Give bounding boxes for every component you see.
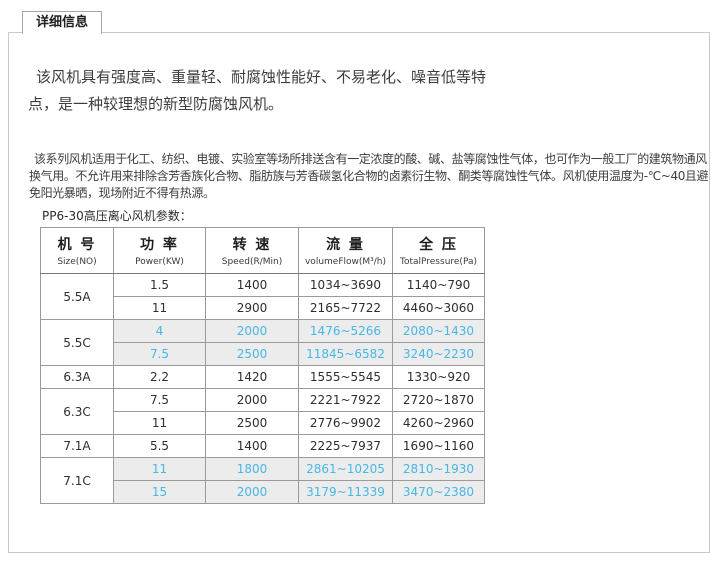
- data-cell: 1330~920: [392, 365, 485, 389]
- data-cell: 11: [113, 411, 206, 435]
- data-cell: 1.5: [113, 273, 206, 297]
- table-row: 11 2500 2776~9902 4260~2960: [41, 411, 485, 435]
- data-cell: 2000: [205, 319, 299, 343]
- data-cell: 1690~1160: [392, 434, 485, 458]
- data-cell: 2500: [205, 411, 299, 435]
- header-flow: 流 量 volumeFlow(M³/h): [298, 227, 393, 274]
- data-cell: 2900: [205, 296, 299, 320]
- data-cell: 1420: [205, 365, 299, 389]
- header-speed-en: Speed(R/Min): [221, 257, 283, 267]
- table-row: 5.5C 4 2000 1476~5266 2080~1430: [40, 319, 485, 366]
- data-cell: 2861~10205: [298, 457, 393, 481]
- header-model: 机 号 Size(NO): [40, 227, 114, 274]
- header-power: 功 率 Power(KW): [113, 227, 206, 274]
- data-cell: 11: [113, 296, 206, 320]
- table-row: 7.1A 5.5 1400 2225~7937 1690~1160: [40, 434, 485, 458]
- header-row: 机 号 Size(NO) 功 率 Power(KW) 转 速 Speed(R/M…: [40, 227, 485, 274]
- data-cell: 7.5: [113, 388, 206, 412]
- fan-feature-paragraph: 该风机具有强度高、重量轻、耐腐蚀性能好、不易老化、噪音低等特点，是一种较理想的新…: [28, 68, 487, 113]
- model-cell: 6.3A: [40, 365, 114, 389]
- data-cell: 2080~1430: [392, 319, 485, 343]
- data-cell: 2720~1870: [392, 388, 485, 412]
- header-flow-cn: 流 量: [326, 237, 365, 253]
- data-cell: 1034~3690: [298, 273, 393, 297]
- table-row: 15 2000 3179~11339 3470~2380: [41, 480, 485, 504]
- tab-detail-info[interactable]: 详细信息: [22, 11, 103, 34]
- data-cell: 2221~7922: [298, 388, 393, 412]
- model-cell: 7.1A: [40, 434, 114, 458]
- data-cell: 2000: [205, 388, 299, 412]
- data-cell: 4260~2960: [392, 411, 485, 435]
- data-cell: 2500: [205, 342, 299, 366]
- header-power-en: Power(KW): [135, 257, 184, 267]
- data-cell: 1400: [205, 273, 299, 297]
- header-speed-cn: 转 速: [232, 237, 272, 253]
- header-power-cn: 功 率: [140, 237, 179, 253]
- model-cell: 7.1C: [40, 457, 114, 504]
- data-cell: 1140~790: [392, 273, 485, 297]
- spec-table: 机 号 Size(NO) 功 率 Power(KW) 转 速 Speed(R/M…: [40, 227, 485, 504]
- table-row: 5.5A 1.5 1400 1034~3690 1140~790: [40, 273, 485, 320]
- header-speed: 转 速 Speed(R/Min): [205, 227, 299, 274]
- header-pressure-cn: 全 压: [419, 237, 458, 253]
- data-cell: 2.2: [113, 365, 206, 389]
- header-model-cn: 机 号: [57, 237, 97, 253]
- data-cell: 2000: [205, 480, 299, 504]
- data-cell: 1476~5266: [298, 319, 393, 343]
- header-flow-en: volumeFlow(M³/h): [304, 257, 387, 267]
- fan-usage-paragraph: 该系列风机适用于化工、纺织、电镀、实验室等场所排送含有一定浓度的酸、碱、盐等腐蚀…: [29, 152, 709, 200]
- data-cell: 3179~11339: [298, 480, 393, 504]
- data-cell: 15: [113, 480, 206, 504]
- spec-table-title: PP6-30高压离心风机参数：: [42, 209, 192, 223]
- model-cell: 6.3C: [40, 388, 114, 435]
- data-cell: 7.5: [113, 342, 206, 366]
- data-cell: 5.5: [113, 434, 206, 458]
- data-cell: 3240~2230: [392, 342, 485, 366]
- data-cell: 2165~7722: [298, 296, 393, 320]
- spec-table-header: 机 号 Size(NO) 功 率 Power(KW) 转 速 Speed(R/M…: [40, 227, 485, 274]
- data-cell: 11: [113, 457, 206, 481]
- data-cell: 4460~3060: [392, 296, 485, 320]
- model-cell: 5.5A: [40, 273, 114, 320]
- spec-table-body: 5.5A 1.5 1400 1034~3690 1140~790 11 2900 2165~7…: [40, 273, 485, 504]
- tab-detail-info-label: 详细信息: [36, 15, 89, 30]
- data-cell: 1800: [205, 457, 299, 481]
- table-row: 7.5 2500 11845~6582 3240~2230: [41, 342, 485, 366]
- data-cell: 1400: [205, 434, 299, 458]
- header-pressure-en: TotalPressure(Pa): [399, 257, 477, 267]
- data-cell: 1555~5545: [298, 365, 393, 389]
- data-cell: 11845~6582: [298, 342, 393, 366]
- data-cell: 2225~7937: [298, 434, 393, 458]
- data-cell: 2776~9902: [298, 411, 393, 435]
- table-row: 6.3A 2.2 1420 1555~5545 1330~920: [40, 365, 485, 389]
- table-row: 6.3C 7.5 2000 2221~7922 2720~1870: [40, 388, 485, 435]
- data-cell: 4: [113, 319, 206, 343]
- table-row: 7.1C 11 1800 2861~10205 2810~1930: [40, 457, 485, 504]
- model-cell: 5.5C: [40, 319, 114, 366]
- data-cell: 3470~2380: [392, 480, 485, 504]
- header-model-en: Size(NO): [57, 257, 97, 267]
- header-pressure: 全 压 TotalPressure(Pa): [392, 227, 485, 274]
- data-cell: 2810~1930: [392, 457, 485, 481]
